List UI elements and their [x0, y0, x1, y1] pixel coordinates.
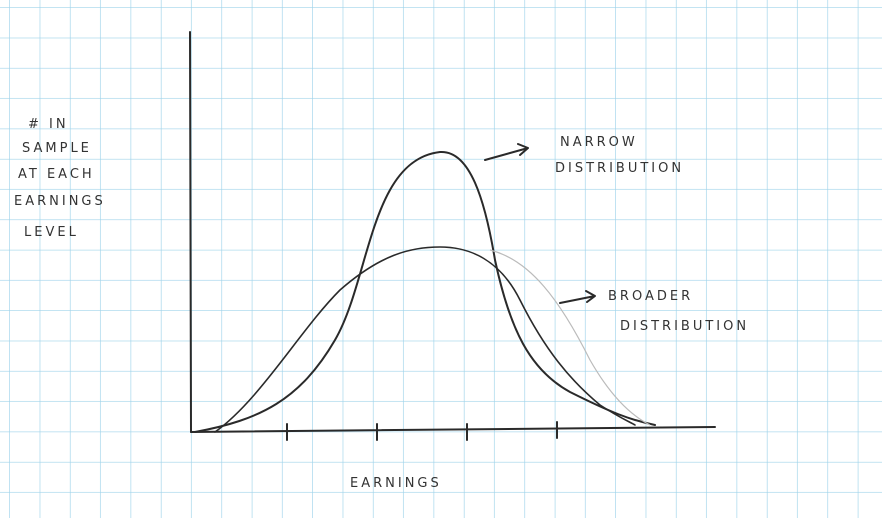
sketch: # IN SAMPLE AT EACH EARNINGS LEVEL EARNI…: [0, 0, 882, 518]
annotation: BROADER: [608, 289, 693, 304]
page: {"labels": {"y_axis": ["# IN", "SAMPLE",…: [0, 0, 882, 518]
y-axis: [190, 32, 191, 432]
y-label-line: EARNINGS: [14, 194, 106, 209]
x-axis-label: EARNINGS: [350, 476, 442, 491]
y-label-line: AT EACH: [18, 167, 95, 182]
y-label-line: # IN: [28, 117, 69, 132]
y-label-line: SAMPLE: [22, 141, 92, 156]
annotation: DISTRIBUTION: [555, 161, 684, 176]
y-label-line: LEVEL: [24, 225, 79, 240]
graph-paper: [0, 0, 882, 518]
annotation: DISTRIBUTION: [620, 319, 749, 334]
annotation: NARROW: [560, 135, 638, 150]
